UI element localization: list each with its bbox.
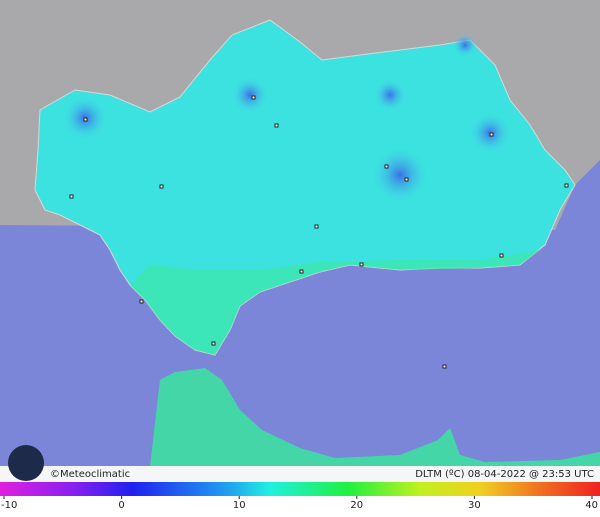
station xyxy=(499,253,504,258)
station xyxy=(489,132,494,137)
station xyxy=(404,177,409,182)
station xyxy=(359,262,364,267)
coastal-warm-band xyxy=(130,250,540,355)
color-scale xyxy=(0,482,600,496)
scale-tick-label: -10 xyxy=(1,500,17,511)
cold-spot xyxy=(453,33,477,57)
station xyxy=(211,341,216,346)
station xyxy=(83,117,88,122)
scale-tick-label: 10 xyxy=(233,500,246,511)
land-africa xyxy=(150,368,600,466)
cold-spot xyxy=(372,147,428,203)
scale-tick-label: 20 xyxy=(350,500,363,511)
station xyxy=(314,224,319,229)
brand: ©Meteoclimatic xyxy=(50,469,130,480)
station xyxy=(384,164,389,169)
stations xyxy=(69,95,569,369)
station xyxy=(69,194,74,199)
station xyxy=(442,364,447,369)
station xyxy=(159,184,164,189)
station xyxy=(564,183,569,188)
cold-spot xyxy=(374,79,406,111)
scale-tick-label: 0 xyxy=(118,500,124,511)
cold-spot xyxy=(232,77,268,113)
station xyxy=(139,299,144,304)
scale-ticks: -10 0 10 20 30 40 xyxy=(1,496,598,511)
caption: DLTM (ºC) 08-04-2022 @ 23:53 UTC xyxy=(415,469,594,480)
station xyxy=(251,95,256,100)
station xyxy=(274,123,279,128)
scale-tick-label: 30 xyxy=(468,500,481,511)
station xyxy=(299,269,304,274)
logo xyxy=(8,445,44,481)
scale-tick-label: 40 xyxy=(585,500,598,511)
footer-bar xyxy=(0,466,600,482)
